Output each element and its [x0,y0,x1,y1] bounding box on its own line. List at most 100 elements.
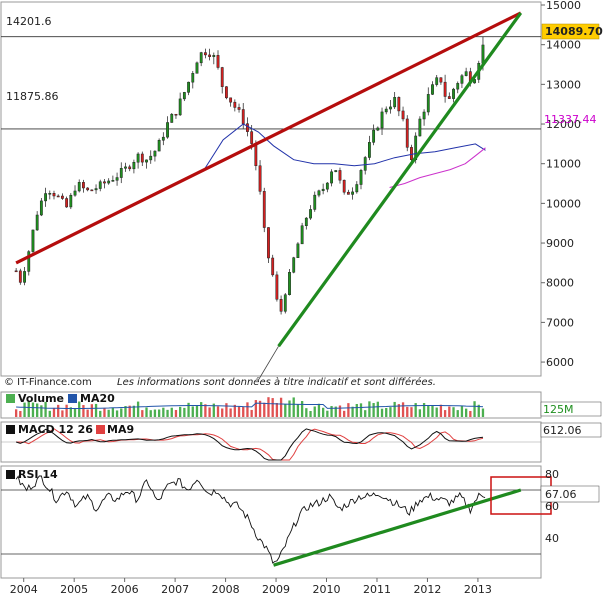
candle-body [199,52,203,64]
rsi-line [15,475,486,564]
candle-body [431,84,434,95]
candle-body [401,110,405,120]
volume-bar [250,409,253,417]
candle-body [338,170,342,181]
candle-body [56,195,60,198]
volume-bar [65,404,68,417]
volume-value-label: 125M [543,403,574,416]
candle-body [439,77,443,83]
volume-bar [368,401,371,417]
price-y-tick-label: 15000 [546,0,581,12]
candle-body [44,193,47,202]
candle-body [355,184,359,193]
candle-body [14,270,18,273]
candle-body [203,52,207,56]
candle-body [283,294,287,312]
volume-bar [78,401,81,417]
volume-bar [216,406,220,417]
volume-bar [86,409,89,417]
volume-bar [128,405,131,417]
candle-body [195,62,199,74]
x-tick-label: 2008 [212,583,240,596]
candle-body [447,96,451,99]
volume-bar [195,405,199,417]
volume-bar [44,401,47,417]
macd-value-box [540,422,602,438]
candle-body [405,118,409,148]
candle-body [233,101,237,108]
volume-bar [334,406,337,417]
candle-body [376,127,380,131]
volume-bar [464,408,468,417]
candle-body [418,118,422,137]
volume-bar [460,405,464,417]
macd-legend-swatch [6,425,15,434]
candle-body [368,142,371,158]
volume-bar [212,403,215,417]
candle-body [166,122,169,138]
support-pointer-line [258,345,279,381]
volume-bar [300,401,304,417]
candle-body [334,170,338,173]
x-tick-label: 2013 [464,583,492,596]
volume-bar [296,404,300,417]
volume-bar [14,409,18,417]
candle-body [384,108,388,113]
volume-bar [31,402,35,417]
volume-bar [401,402,405,417]
x-tick-label: 2007 [161,583,189,596]
level-label-low: 11875.86 [6,90,59,103]
volume-bar [439,404,443,417]
volume-bar [359,403,363,417]
candle-body [187,81,190,93]
price-y-tick-label: 6000 [546,356,574,369]
candle-body [435,77,439,85]
volume-bar [275,402,279,417]
ma9-legend-swatch [96,425,105,434]
volume-bar [107,409,110,417]
volume-bar [237,406,241,417]
candle-body [397,97,401,112]
volume-bar [183,407,186,417]
candle-body [128,166,132,170]
candle-body [86,187,90,191]
volume-ma-line [16,402,484,409]
candle-body [77,182,81,192]
candle-body [39,200,43,216]
disclaimer-note: Les informations sont données à titre in… [117,376,436,388]
candle-body [225,86,228,99]
source-credit: © IT-Finance.com [4,377,92,388]
candle-body [48,193,52,195]
candle-body [174,113,178,116]
candle-body [262,191,266,228]
candle-body [149,155,153,161]
volume-bar [27,401,30,417]
candle-body [389,106,392,110]
ma9-legend-label: MA9 [107,423,134,436]
candlestick-series [14,37,485,315]
price-y-tick-label: 8000 [546,277,574,290]
volume-bar [120,408,123,417]
candle-body [258,165,262,192]
price-y-tick-label: 11000 [546,158,581,171]
candle-body [178,98,182,116]
volume-bar [443,410,447,417]
volume-bar [149,410,152,417]
candle-body [456,83,460,90]
volume-bar [61,410,64,417]
volume-bar [418,409,422,417]
volume-value-box [540,401,602,417]
candle-body [145,159,148,163]
candle-body [292,257,296,273]
volume-bar [477,404,480,417]
rsi-legend-label: RSI 14 [18,468,58,481]
candle-body [246,123,249,132]
volume-bar [221,408,224,417]
volume-bar [57,404,60,417]
candle-body [460,75,464,84]
support-trendline [277,11,523,348]
candle-body [35,214,39,231]
volume-bar [162,407,165,417]
rsi-y-tick-label: 40 [545,532,559,545]
volume-bar [279,397,283,417]
